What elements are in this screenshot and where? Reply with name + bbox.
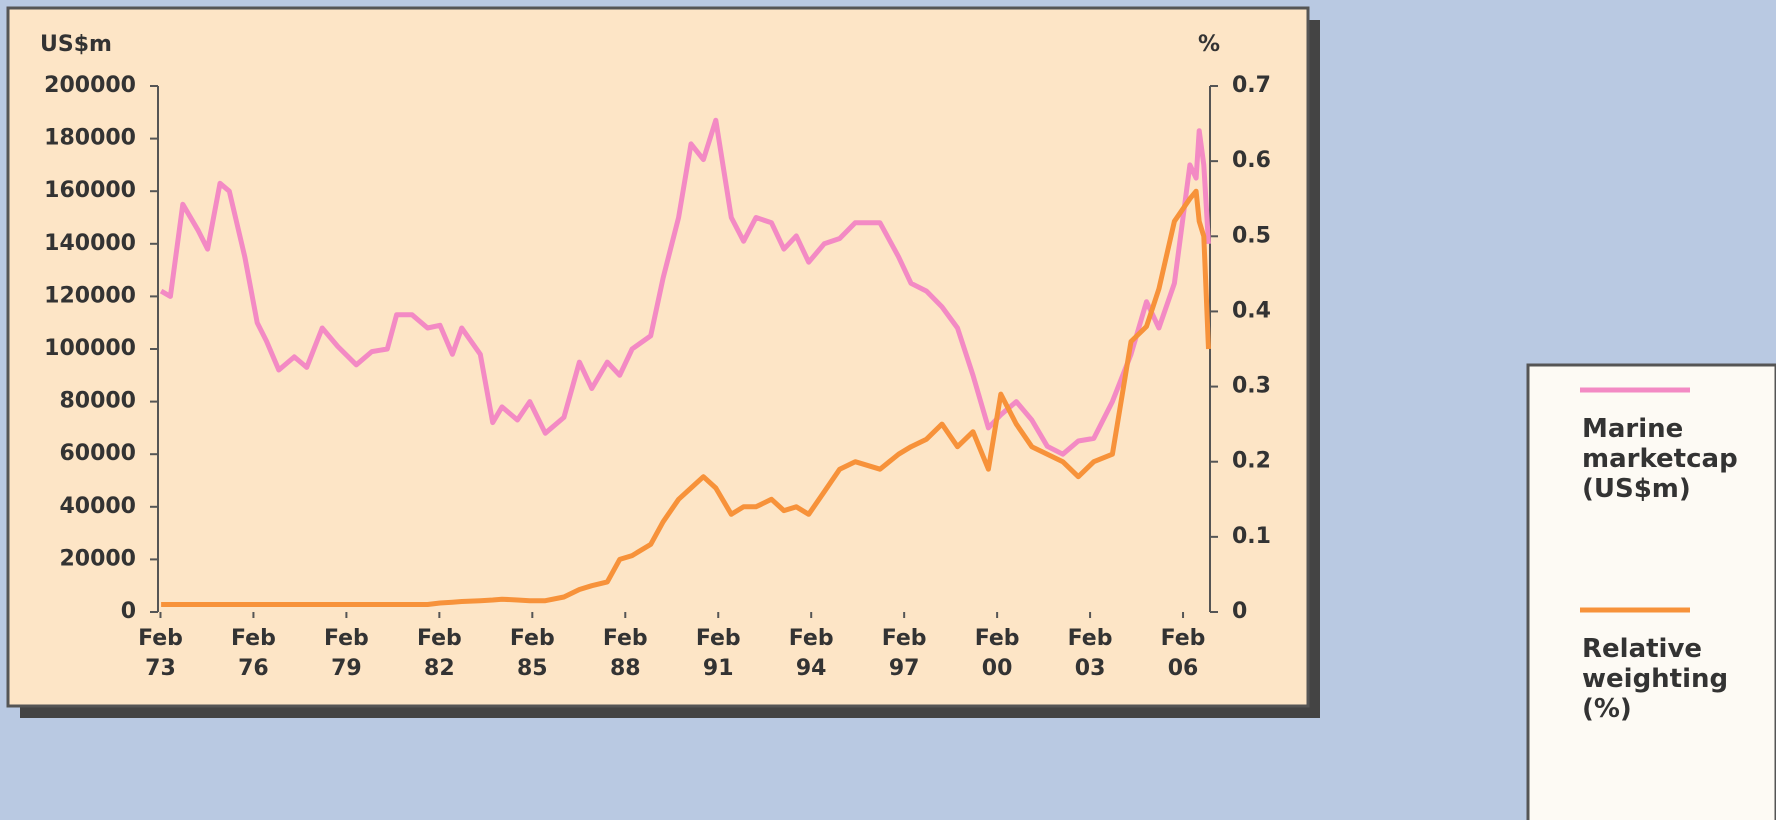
y2-tick-label: 0.7: [1232, 73, 1271, 98]
series-line: [159, 117, 1211, 457]
legend-label: Relative weighting (%): [1582, 634, 1729, 724]
legend-box: [1526, 363, 1776, 820]
x-tick-label: Feb 97: [881, 626, 927, 681]
y-tick-label: 40000: [59, 494, 136, 519]
y-tick-label: 180000: [44, 126, 136, 151]
y2-tick-label: 0.4: [1232, 298, 1271, 323]
y-tick-label: 80000: [59, 389, 136, 414]
y-tick-label: 100000: [44, 336, 136, 361]
y2-tick-label: 0.6: [1232, 148, 1271, 173]
x-tick-label: Feb 03: [1067, 626, 1113, 681]
y2-axis-label: %: [1198, 32, 1220, 57]
x-tick-label: Feb 82: [416, 626, 462, 681]
y2-tick-label: 0.2: [1232, 449, 1271, 474]
x-tick-label: Feb 73: [138, 626, 183, 681]
panel: [6, 6, 1310, 708]
legend-label: Marine marketcap (US$m): [1582, 414, 1738, 504]
x-tick-label: Feb 94: [788, 626, 834, 681]
y-tick-label: 200000: [44, 73, 136, 98]
y-tick-label: 60000: [59, 441, 136, 466]
y2-tick-label: 0.3: [1232, 374, 1271, 399]
x-tick-label: Feb 76: [231, 626, 276, 681]
y-tick-label: 0: [121, 599, 136, 624]
y2-tick-label: 0: [1232, 599, 1247, 624]
x-tick-label: Feb 91: [695, 626, 741, 681]
y-axis-label: US$m: [40, 32, 112, 57]
y-tick-label: 140000: [44, 231, 136, 256]
y-tick-label: 160000: [44, 178, 136, 203]
series-line: [161, 188, 1211, 607]
y-tick-label: 20000: [59, 546, 136, 571]
x-tick-label: Feb 79: [323, 626, 369, 681]
x-tick-label: Feb 06: [1160, 626, 1206, 681]
x-tick-label: Feb 85: [509, 626, 555, 681]
x-tick-label: Feb 88: [602, 626, 648, 681]
y-tick-label: 120000: [44, 283, 136, 308]
x-tick-label: Feb 00: [974, 626, 1020, 681]
y2-tick-label: 0.5: [1232, 223, 1271, 248]
y2-tick-label: 0.1: [1232, 524, 1271, 549]
